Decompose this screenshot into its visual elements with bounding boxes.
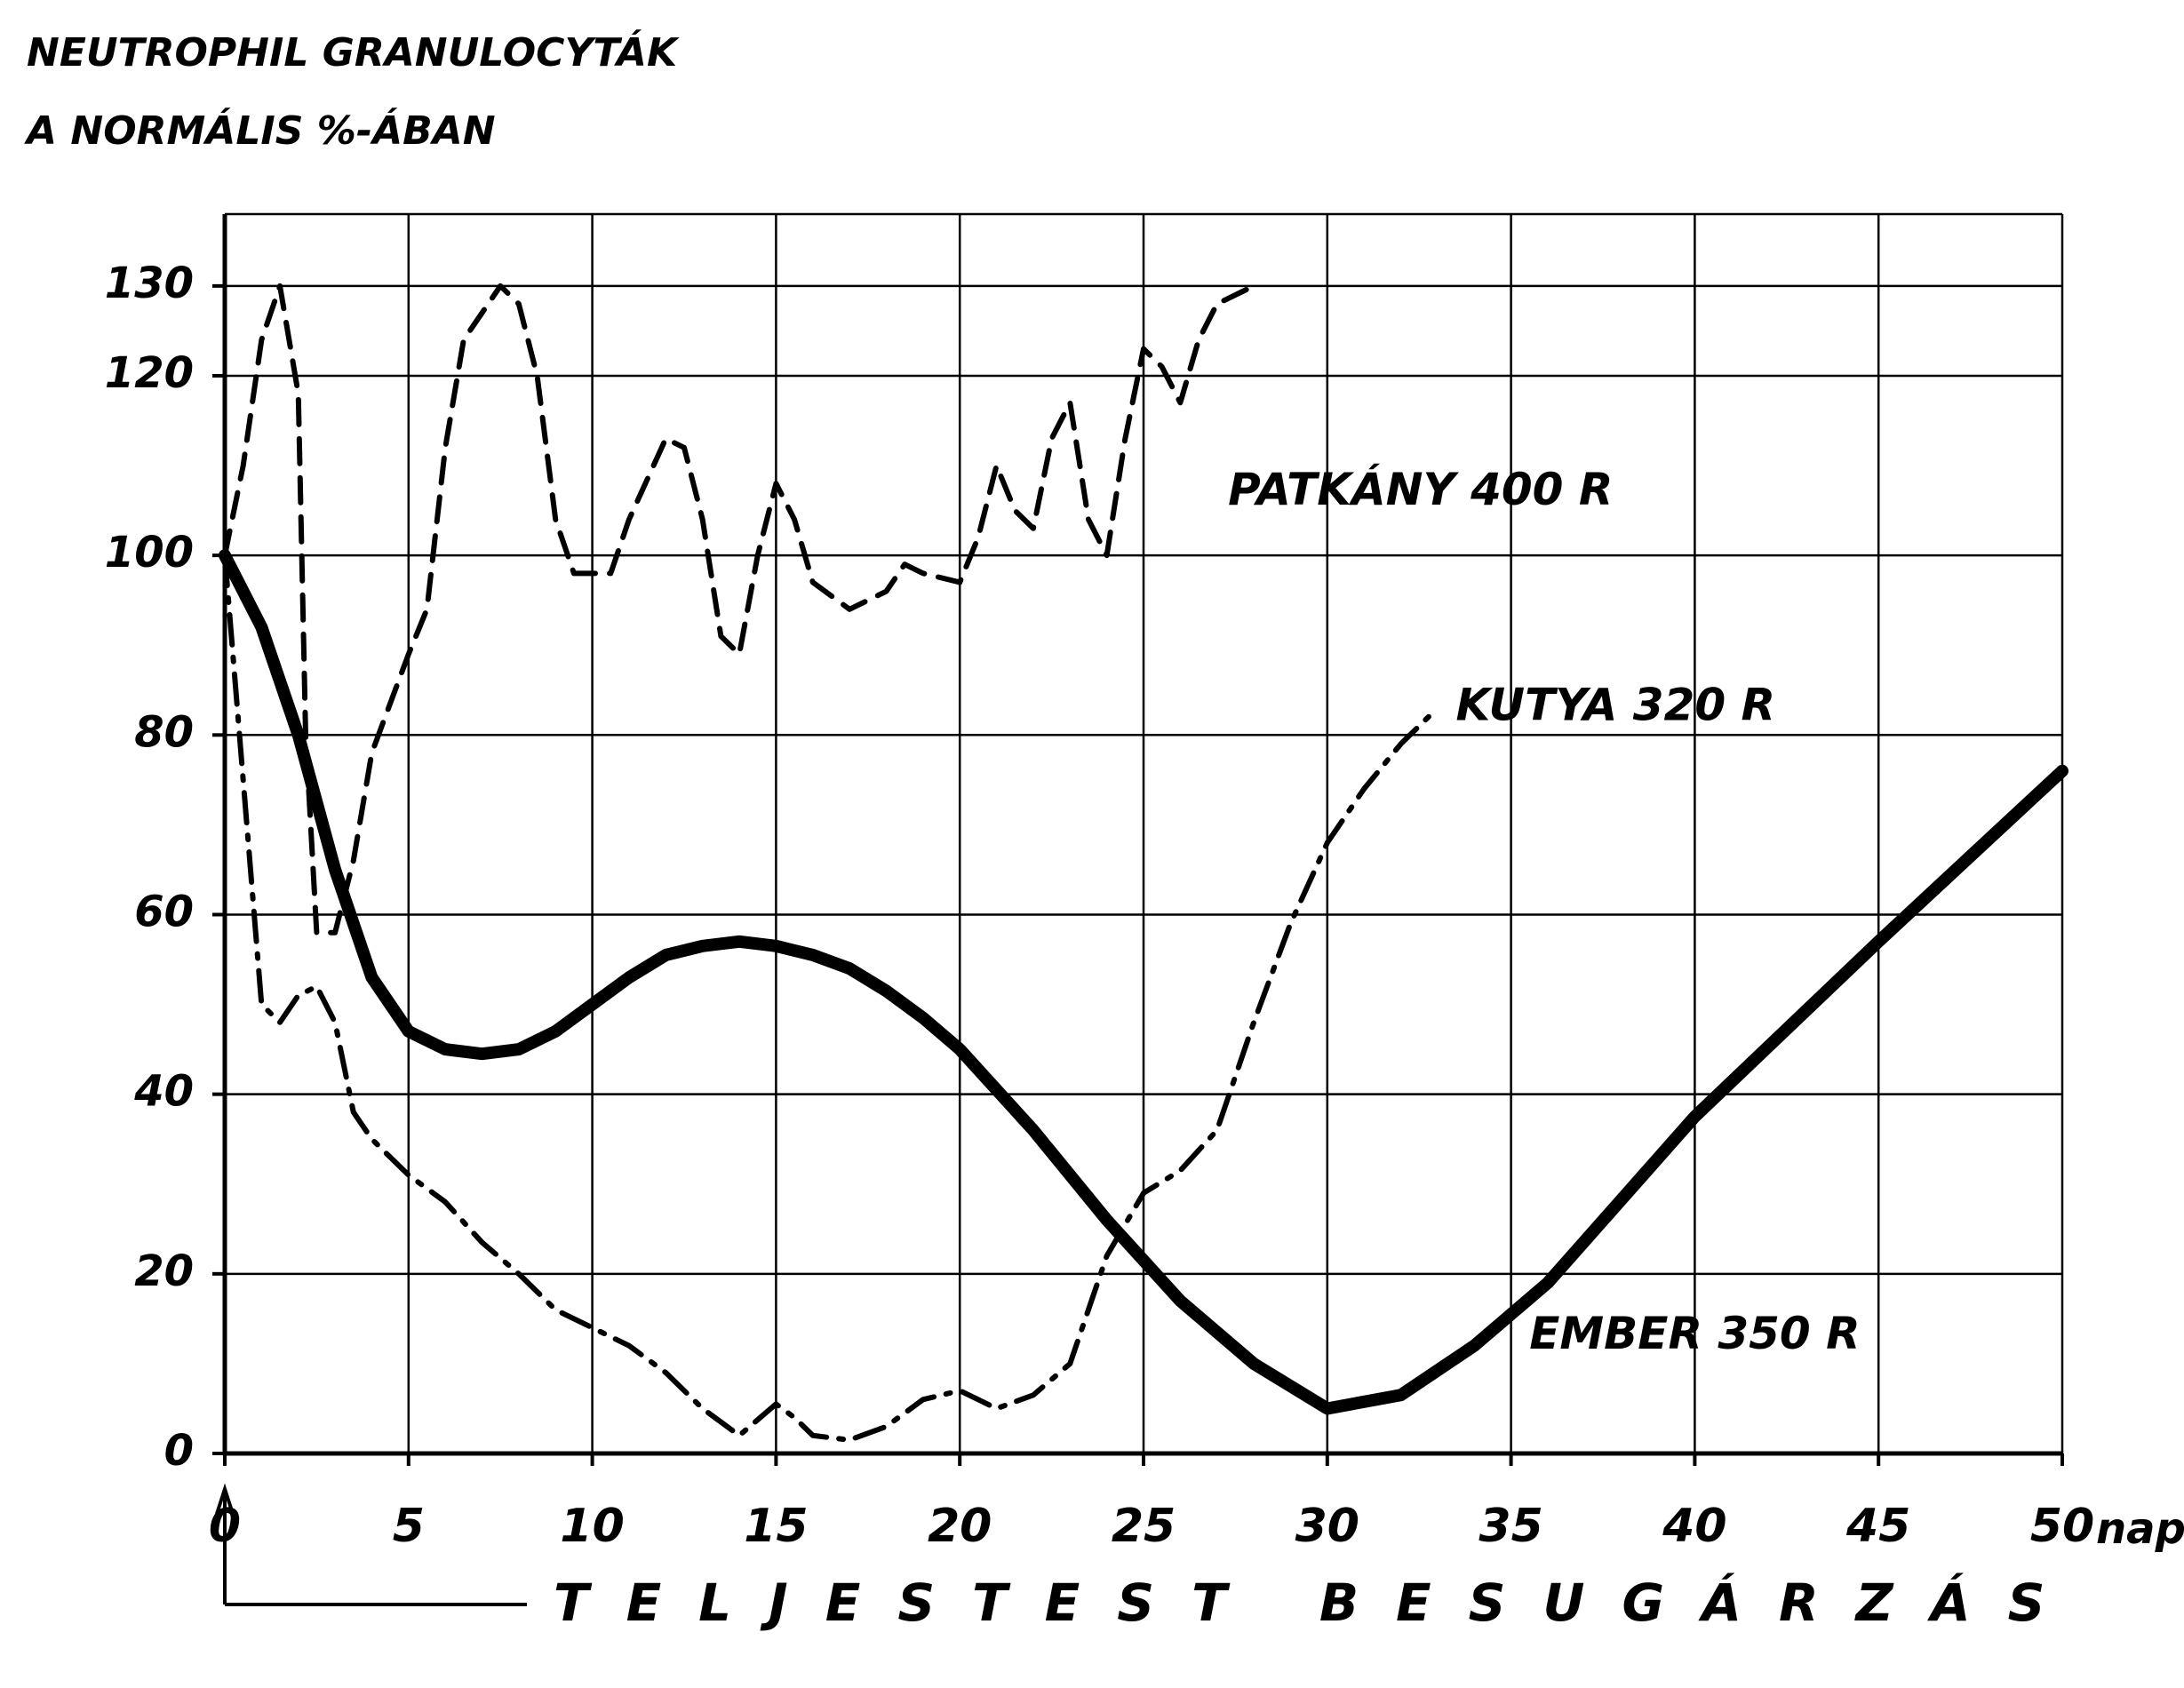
annotation: TELJESTEST BESUGÁRZÁS — [554, 1572, 2082, 1633]
x-tick-label: 50 — [2030, 1500, 2094, 1553]
x-tick-label: 40 — [1662, 1500, 1726, 1553]
x-tick-label: 15 — [744, 1500, 808, 1553]
x-axis-label: nap — [2096, 1504, 2184, 1554]
chart-title: NEUTROPHIL GRANULOCYTÁK — [27, 28, 680, 76]
series-label: PATKÁNY 400 R — [1228, 463, 1613, 515]
series-line — [222, 283, 1257, 936]
x-tick-label: 5 — [393, 1500, 425, 1553]
series-line — [222, 553, 1440, 1443]
series-label: EMBER 350 R — [1529, 1308, 1860, 1359]
x-tick-label: 10 — [560, 1500, 624, 1553]
series-line — [219, 549, 2068, 1415]
y-tick-label: 80 — [134, 707, 194, 757]
y-tick-label: 40 — [133, 1067, 194, 1117]
x-tick-label: 25 — [1112, 1500, 1176, 1553]
x-tick-label: 35 — [1479, 1500, 1542, 1553]
chart-title: A NORMÁLIS %-ÁBAN — [24, 107, 496, 154]
y-tick-label: 20 — [134, 1246, 194, 1296]
x-tick-label: 45 — [1845, 1500, 1910, 1553]
y-tick-label: 0 — [164, 1426, 194, 1476]
annotation-arrow — [215, 1483, 527, 1606]
x-tick-label: 30 — [1295, 1500, 1359, 1553]
y-tick-label: 100 — [105, 528, 194, 577]
y-tick-label: 130 — [105, 259, 194, 308]
x-tick-label: 20 — [928, 1500, 992, 1553]
y-tick-label: 120 — [105, 348, 194, 398]
series-label: KUTYA 320 R — [1456, 679, 1775, 730]
y-tick-label: 60 — [134, 887, 194, 936]
